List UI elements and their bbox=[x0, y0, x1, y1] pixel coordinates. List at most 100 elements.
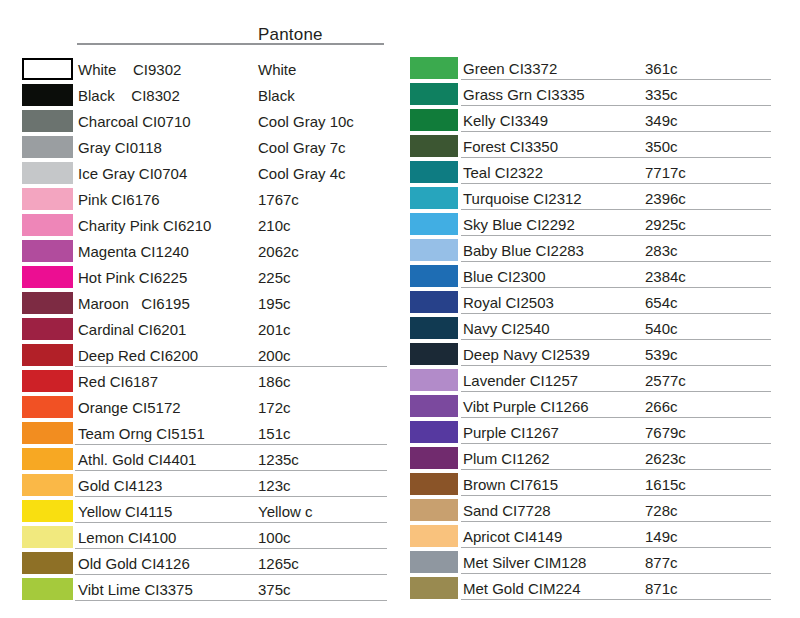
color-name-code-label: Cardinal CI6201 bbox=[78, 320, 186, 339]
color-row: Gray CI0118Cool Gray 7c bbox=[22, 136, 388, 158]
color-row: Red CI6187186c bbox=[22, 370, 388, 392]
color-name-code-label: Lavender CI1257 bbox=[463, 371, 578, 390]
row-divider bbox=[461, 131, 771, 132]
pantone-value: 123c bbox=[258, 476, 291, 495]
color-row: Athl. Gold CI44011235c bbox=[22, 448, 388, 470]
color-swatch bbox=[410, 447, 458, 469]
color-row: Maroon CI6195 195c bbox=[22, 292, 388, 314]
pantone-value: 7717c bbox=[645, 163, 686, 182]
pantone-value: 7679c bbox=[645, 423, 686, 442]
color-name-code-label: Kelly CI3349 bbox=[463, 111, 548, 130]
color-row: Sand CI7728728c bbox=[410, 499, 776, 521]
row-divider bbox=[75, 548, 387, 549]
row-divider bbox=[461, 287, 771, 288]
pantone-value: Cool Gray 7c bbox=[258, 138, 346, 157]
color-row: Team Orng CI5151151c bbox=[22, 422, 388, 444]
color-swatch bbox=[410, 57, 458, 79]
color-row: Royal CI2503 654c bbox=[410, 291, 776, 313]
color-name-code-label: Charcoal CI0710 bbox=[78, 112, 191, 131]
row-divider bbox=[461, 339, 771, 340]
color-row: White CI9302White bbox=[22, 58, 388, 80]
pantone-value: Yellow c bbox=[258, 502, 312, 521]
color-swatch bbox=[22, 500, 73, 522]
color-swatch bbox=[410, 395, 458, 417]
row-divider bbox=[461, 599, 771, 600]
color-swatch bbox=[22, 552, 73, 574]
pantone-value: Cool Gray 10c bbox=[258, 112, 354, 131]
pantone-value: 2384c bbox=[645, 267, 686, 286]
color-row: Baby Blue CI2283283c bbox=[410, 239, 776, 261]
color-column-left: White CI9302WhiteBlack CI8302BlackCharco… bbox=[22, 58, 388, 604]
color-swatch bbox=[410, 499, 458, 521]
color-column-right: Green CI3372361cGrass Grn CI3335335cKell… bbox=[410, 57, 776, 603]
row-divider bbox=[75, 574, 387, 575]
color-name-code-label: Green CI3372 bbox=[463, 59, 557, 78]
color-row: Ice Gray CI0704 Cool Gray 4c bbox=[22, 162, 388, 184]
color-row: Deep Navy CI2539539c bbox=[410, 343, 776, 365]
color-name-code-label: Hot Pink CI6225 bbox=[78, 268, 187, 287]
color-row: Yellow CI4115 Yellow c bbox=[22, 500, 388, 522]
color-swatch bbox=[410, 161, 458, 183]
color-row: Gold CI4123123c bbox=[22, 474, 388, 496]
row-divider bbox=[75, 600, 387, 601]
pantone-value: 225c bbox=[258, 268, 291, 287]
row-divider bbox=[461, 443, 771, 444]
color-swatch bbox=[410, 577, 458, 599]
color-name-code-label: Forest CI3350 bbox=[463, 137, 558, 156]
color-swatch bbox=[410, 291, 458, 313]
color-name-code-label: Deep Red CI6200 bbox=[78, 346, 198, 365]
color-name-code-label: Met Gold CIM224 bbox=[463, 579, 581, 598]
pantone-value: 195c bbox=[258, 294, 291, 313]
color-name-code-label: Charity Pink CI6210 bbox=[78, 216, 211, 235]
pantone-value: 201c bbox=[258, 320, 291, 339]
color-name-code-label: Black CI8302 bbox=[78, 86, 180, 105]
color-name-code-label: Lemon CI4100 bbox=[78, 528, 176, 547]
pantone-value: 654c bbox=[645, 293, 678, 312]
row-divider bbox=[75, 366, 387, 367]
row-divider bbox=[461, 157, 771, 158]
color-name-code-label: Baby Blue CI2283 bbox=[463, 241, 584, 260]
pantone-value: 1265c bbox=[258, 554, 299, 573]
color-row: Sky Blue CI22922925c bbox=[410, 213, 776, 235]
pantone-value: 266c bbox=[645, 397, 678, 416]
color-name-code-label: Yellow CI4115 bbox=[78, 502, 172, 521]
color-name-code-label: Blue CI2300 bbox=[463, 267, 546, 286]
pantone-value: 100c bbox=[258, 528, 291, 547]
color-row: Teal CI23227717c bbox=[410, 161, 776, 183]
color-swatch bbox=[410, 525, 458, 547]
pantone-value: Cool Gray 4c bbox=[258, 164, 346, 183]
row-divider bbox=[461, 495, 771, 496]
color-swatch bbox=[22, 84, 73, 106]
row-divider bbox=[461, 261, 771, 262]
row-divider bbox=[461, 365, 771, 366]
color-name-code-label: Brown CI7615 bbox=[463, 475, 558, 494]
color-swatch bbox=[22, 578, 73, 600]
pantone-value: 151c bbox=[258, 424, 291, 443]
pantone-value: 539c bbox=[645, 345, 678, 364]
color-swatch bbox=[22, 370, 73, 392]
pantone-value: 2396c bbox=[645, 189, 686, 208]
color-name-code-label: Old Gold CI4126 bbox=[78, 554, 190, 573]
color-row: Cardinal CI6201 201c bbox=[22, 318, 388, 340]
color-name-code-label: Royal CI2503 bbox=[463, 293, 554, 312]
pantone-value: 350c bbox=[645, 137, 678, 156]
color-swatch bbox=[410, 473, 458, 495]
row-divider bbox=[75, 444, 387, 445]
color-row: Vibt Purple CI1266266c bbox=[410, 395, 776, 417]
pantone-column-header: Pantone bbox=[258, 25, 323, 45]
color-name-code-label: Maroon CI6195 bbox=[78, 294, 190, 313]
color-name-code-label: Ice Gray CI0704 bbox=[78, 164, 187, 183]
color-swatch bbox=[22, 214, 73, 236]
color-row: Grass Grn CI3335335c bbox=[410, 83, 776, 105]
color-swatch bbox=[410, 109, 458, 131]
color-name-code-label: Vibt Lime CI3375 bbox=[78, 580, 193, 599]
color-row: Purple CI12677679c bbox=[410, 421, 776, 443]
row-divider bbox=[461, 313, 771, 314]
color-name-code-label: Red CI6187 bbox=[78, 372, 158, 391]
pantone-value: 335c bbox=[645, 85, 678, 104]
pantone-value: White bbox=[258, 60, 296, 79]
color-swatch bbox=[22, 318, 73, 340]
row-divider bbox=[461, 547, 771, 548]
color-swatch bbox=[22, 240, 73, 262]
pantone-value: 172c bbox=[258, 398, 291, 417]
